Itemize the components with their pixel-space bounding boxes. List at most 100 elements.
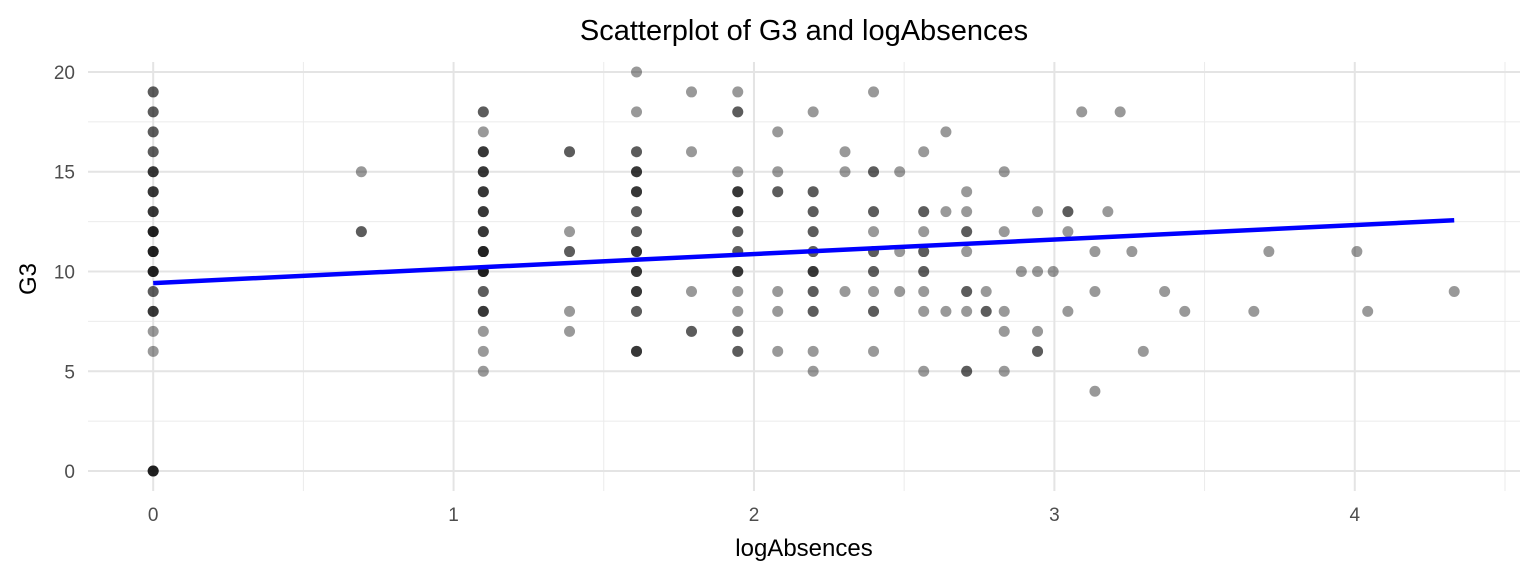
- data-point: [1062, 226, 1074, 238]
- data-point: [918, 206, 930, 218]
- data-point: [732, 285, 744, 297]
- data-point: [732, 186, 744, 198]
- data-point: [686, 285, 698, 297]
- data-point: [807, 266, 819, 278]
- data-point: [477, 345, 489, 357]
- data-point: [772, 186, 784, 198]
- data-point: [961, 365, 973, 377]
- data-point: [564, 146, 576, 158]
- data-point: [807, 305, 819, 317]
- data-point: [477, 186, 489, 198]
- data-point: [732, 266, 744, 278]
- data-point: [147, 106, 159, 118]
- data-point: [477, 365, 489, 377]
- data-point: [868, 206, 880, 218]
- data-point: [1089, 385, 1101, 397]
- y-tick-label: 20: [54, 63, 75, 84]
- data-point: [147, 226, 159, 238]
- data-point: [477, 166, 489, 178]
- x-tick-label: 3: [1049, 505, 1060, 526]
- data-point: [147, 126, 159, 138]
- data-point: [961, 226, 973, 238]
- data-point: [477, 285, 489, 297]
- data-point: [147, 206, 159, 218]
- data-point: [807, 365, 819, 377]
- data-point: [732, 345, 744, 357]
- chart-title: Scatterplot of G3 and logAbsences: [580, 15, 1028, 47]
- data-point: [998, 325, 1010, 337]
- data-point: [732, 206, 744, 218]
- data-point: [732, 186, 744, 198]
- data-point: [631, 66, 643, 78]
- data-point: [631, 166, 643, 178]
- data-point: [807, 345, 819, 357]
- data-point: [1032, 325, 1044, 337]
- data-point: [686, 86, 698, 98]
- data-point: [631, 266, 643, 278]
- regression-line: [153, 217, 1455, 286]
- data-point: [147, 465, 159, 477]
- data-point: [147, 246, 159, 258]
- data-point: [998, 166, 1010, 178]
- data-point: [686, 146, 698, 158]
- y-axis-ticks: 0 5 10 15 20: [54, 63, 75, 483]
- data-point: [1062, 206, 1074, 218]
- data-point: [147, 206, 159, 218]
- data-point: [918, 226, 930, 238]
- data-point: [686, 325, 698, 337]
- data-point: [918, 246, 930, 258]
- data-point: [477, 106, 489, 118]
- data-point: [564, 325, 576, 337]
- data-point: [147, 106, 159, 118]
- data-point: [961, 365, 973, 377]
- data-point: [1062, 206, 1074, 218]
- data-point: [147, 246, 159, 258]
- data-point: [1448, 285, 1460, 297]
- data-point: [477, 186, 489, 198]
- data-point: [147, 126, 159, 138]
- data-point: [147, 266, 159, 278]
- data-point: [147, 285, 159, 297]
- data-point: [631, 305, 643, 317]
- data-point: [918, 305, 930, 317]
- data-point: [631, 166, 643, 178]
- data-point: [732, 166, 744, 178]
- data-point: [961, 285, 973, 297]
- data-point: [980, 285, 992, 297]
- x-tick-label: 1: [448, 505, 459, 526]
- data-point: [961, 246, 973, 258]
- data-point: [564, 246, 576, 258]
- data-point: [732, 106, 744, 118]
- data-point: [477, 305, 489, 317]
- data-point: [839, 166, 851, 178]
- data-point: [1089, 285, 1101, 297]
- data-point: [147, 465, 159, 477]
- data-point: [147, 226, 159, 238]
- data-point: [732, 106, 744, 118]
- data-point: [868, 86, 880, 98]
- data-point: [868, 266, 880, 278]
- data-point: [868, 345, 880, 357]
- data-point: [772, 285, 784, 297]
- data-point: [998, 365, 1010, 377]
- data-point: [772, 126, 784, 138]
- x-axis-ticks: 0 1 2 3 4: [148, 505, 1361, 526]
- data-point: [839, 146, 851, 158]
- data-point: [1032, 345, 1044, 357]
- data-point: [477, 146, 489, 158]
- data-point: [839, 285, 851, 297]
- data-point: [918, 266, 930, 278]
- data-point: [631, 226, 643, 238]
- data-point: [564, 146, 576, 158]
- data-point: [686, 325, 698, 337]
- data-point: [807, 186, 819, 198]
- data-point: [918, 266, 930, 278]
- data-point: [1351, 246, 1363, 258]
- data-point: [147, 246, 159, 258]
- y-tick-label: 5: [64, 362, 75, 383]
- data-point: [918, 285, 930, 297]
- data-point: [477, 246, 489, 258]
- data-point: [807, 285, 819, 297]
